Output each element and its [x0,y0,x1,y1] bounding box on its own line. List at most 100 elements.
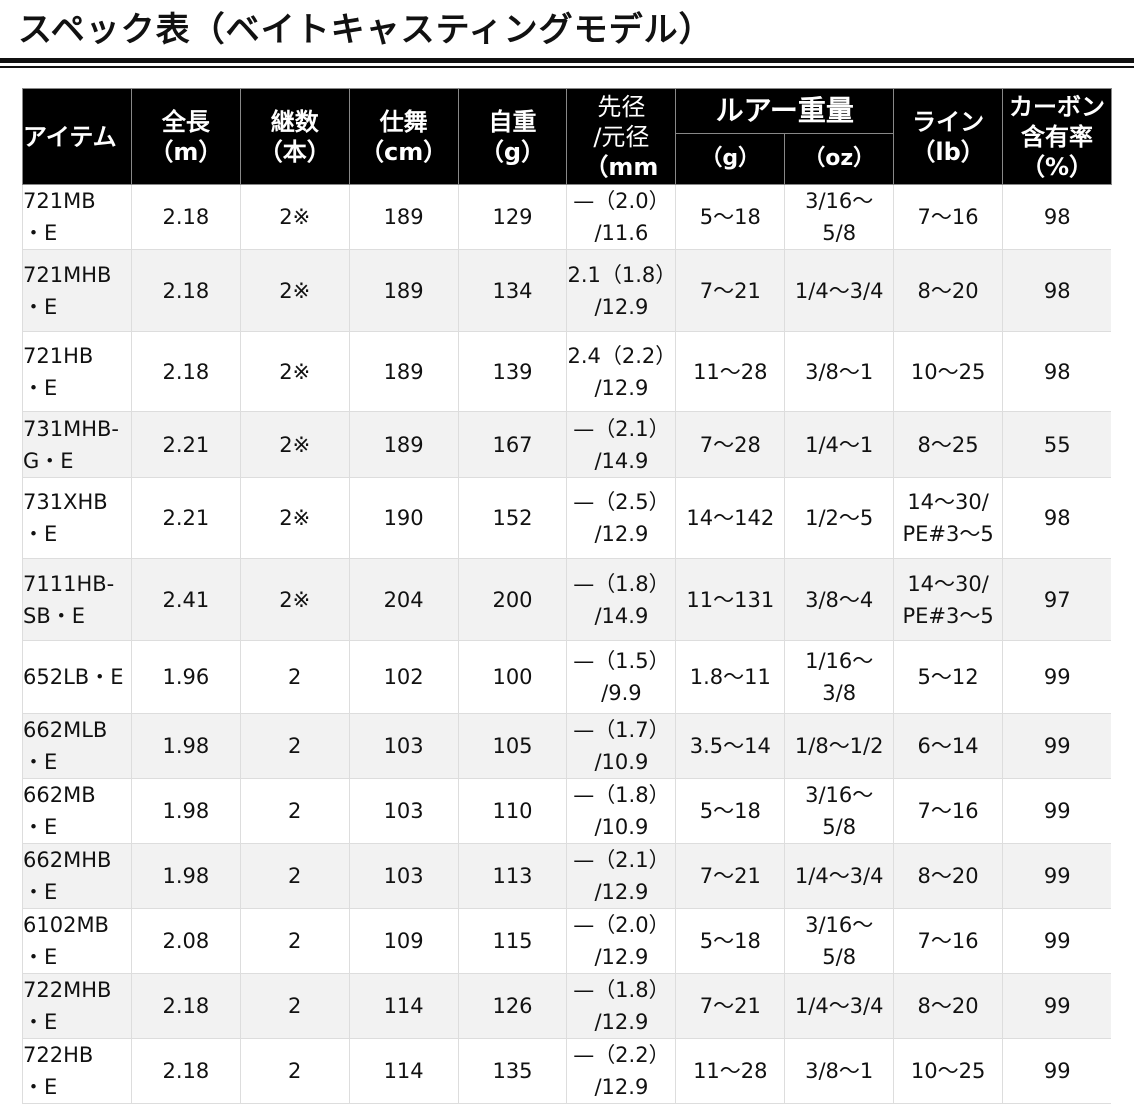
cell-closed: 103 [348,778,459,844]
cell-diameter: —（1.7）/10.9 [566,713,676,779]
cell-lure-oz: 1/4〜3/4 [784,973,894,1039]
cell-pieces: 2※ [239,184,350,250]
cell-line: 10〜25 [893,331,1003,412]
cell-pieces: 2 [239,1038,350,1104]
cell-carbon: 98 [1002,477,1112,559]
cell-lure-g: 11〜28 [675,331,785,412]
page-title: スペック表（ベイトキャスティングモデル） [18,10,714,50]
cell-length: 1.98 [130,843,241,909]
table-row: 7111HB- SB・E 2.41 2※ 204 200 —（1.8）/14.9 11〜131… [22,558,1112,641]
cell-lure-g: 3.5〜14 [675,713,785,779]
cell-line: 7〜16 [893,184,1003,250]
cell-diameter: —（2.1）/14.9 [566,411,676,478]
cell-pieces: 2※ [239,331,350,412]
cell-closed: 102 [348,640,459,714]
cell-line: 10〜25 [893,1038,1003,1104]
spec-table-header: アイテム 全長 （m） 継数 （本） 仕舞 （cm） 自重 （g） 先径/元径 （mm ル… [22,88,1112,185]
cell-pieces: 2 [239,843,350,909]
cell-closed: 189 [348,411,459,478]
cell-weight: 126 [457,973,567,1039]
cell-line: 8〜25 [893,411,1003,478]
table-row: 721MB ・E 2.18 2※ 189 129 —（2.0）/11.6 5〜18 3/16〜 5… [22,184,1112,250]
cell-diameter: —（2.1）/12.9 [566,843,676,909]
cell-item: 662MB ・E [22,778,132,844]
cell-pieces: 2 [239,908,350,974]
cell-lure-oz: 3/16〜 5/8 [784,184,894,250]
header-lure-g: （g） [675,133,786,185]
cell-diameter: 2.1（1.8）/12.9 [566,249,676,332]
cell-pieces: 2 [239,778,350,844]
cell-diameter: —（1.5）/9.9 [566,640,676,714]
cell-length: 1.98 [130,778,241,844]
cell-line: 5〜12 [893,640,1003,714]
title-rule-thin [0,66,1134,68]
cell-closed: 114 [348,1038,459,1104]
table-row: 722HB ・E 2.18 2 114 135 —（2.2）/12.9 11〜28 3/8〜1 1… [22,1038,1112,1104]
cell-carbon: 99 [1002,640,1112,714]
cell-lure-g: 1.8〜11 [675,640,785,714]
cell-lure-g: 14〜142 [675,477,785,559]
cell-weight: 110 [457,778,567,844]
cell-carbon: 55 [1002,411,1112,478]
cell-item: 721HB ・E [22,331,132,412]
header-length: 全長 （m） [130,88,241,185]
cell-item: 722HB ・E [22,1038,132,1104]
table-row: 6102MB ・E 2.08 2 109 115 —（2.0）/12.9 5〜18 3/16〜 5… [22,908,1112,974]
cell-diameter: —（1.8）/14.9 [566,558,676,641]
cell-lure-oz: 1/4〜3/4 [784,843,894,909]
cell-length: 2.18 [130,973,241,1039]
cell-item: 731MHB- G・E [22,411,132,478]
cell-line: 14〜30/PE#3〜5 [893,558,1003,641]
cell-lure-g: 11〜28 [675,1038,785,1104]
cell-line: 7〜16 [893,908,1003,974]
header-closed-length: 仕舞 （cm） [348,88,459,185]
cell-pieces: 2※ [239,477,350,559]
cell-weight: 135 [457,1038,567,1104]
cell-lure-g: 7〜21 [675,249,785,332]
cell-carbon: 99 [1002,713,1112,779]
cell-length: 1.98 [130,713,241,779]
table-row: 731MHB- G・E 2.21 2※ 189 167 —（2.1）/14.9 7〜28 1/4… [22,411,1112,478]
cell-diameter: 2.4（2.2）/12.9 [566,331,676,412]
cell-pieces: 2※ [239,411,350,478]
cell-weight: 115 [457,908,567,974]
cell-length: 2.21 [130,477,241,559]
cell-lure-oz: 1/16〜 3/8 [784,640,894,714]
cell-closed: 114 [348,973,459,1039]
cell-item: 721MHB ・E [22,249,132,332]
cell-lure-g: 7〜21 [675,973,785,1039]
cell-lure-oz: 1/4〜3/4 [784,249,894,332]
cell-length: 2.18 [130,1038,241,1104]
table-row: 662MLB ・E 1.98 2 103 105 —（1.7）/10.9 3.5〜14 1/8〜… [22,713,1112,779]
cell-lure-oz: 1/2〜5 [784,477,894,559]
cell-pieces: 2※ [239,558,350,641]
cell-closed: 109 [348,908,459,974]
cell-carbon: 99 [1002,843,1112,909]
cell-closed: 103 [348,843,459,909]
cell-carbon: 99 [1002,778,1112,844]
cell-weight: 139 [457,331,567,412]
cell-diameter: —（2.2）/12.9 [566,1038,676,1104]
table-row: 721MHB ・E 2.18 2※ 189 134 2.1（1.8）/12.9 7〜21 1/4… [22,249,1112,332]
cell-weight: 100 [457,640,567,714]
spec-table-body: 721MB ・E 2.18 2※ 189 129 —（2.0）/11.6 5〜18 3/16〜 5… [22,184,1112,1104]
cell-lure-g: 11〜131 [675,558,785,641]
cell-lure-g: 5〜18 [675,908,785,974]
cell-line: 8〜20 [893,973,1003,1039]
cell-length: 2.08 [130,908,241,974]
cell-carbon: 99 [1002,908,1112,974]
cell-item: 7111HB- SB・E [22,558,132,641]
cell-length: 2.21 [130,411,241,478]
cell-item: 731XHB ・E [22,477,132,559]
table-row: 652LB・E 1.96 2 102 100 —（1.5）/9.9 1.8〜11 1/16〜 3… [22,640,1112,714]
cell-line: 8〜20 [893,843,1003,909]
cell-item: 662MLB ・E [22,713,132,779]
cell-length: 2.18 [130,184,241,250]
cell-carbon: 99 [1002,973,1112,1039]
cell-lure-oz: 3/8〜1 [784,331,894,412]
cell-line: 14〜30/PE#3〜5 [893,477,1003,559]
cell-length: 2.18 [130,331,241,412]
table-row: 662MHB ・E 1.98 2 103 113 —（2.1）/12.9 7〜21 1/4〜3/… [22,843,1112,909]
cell-pieces: 2 [239,640,350,714]
cell-diameter: —（1.8）/12.9 [566,973,676,1039]
